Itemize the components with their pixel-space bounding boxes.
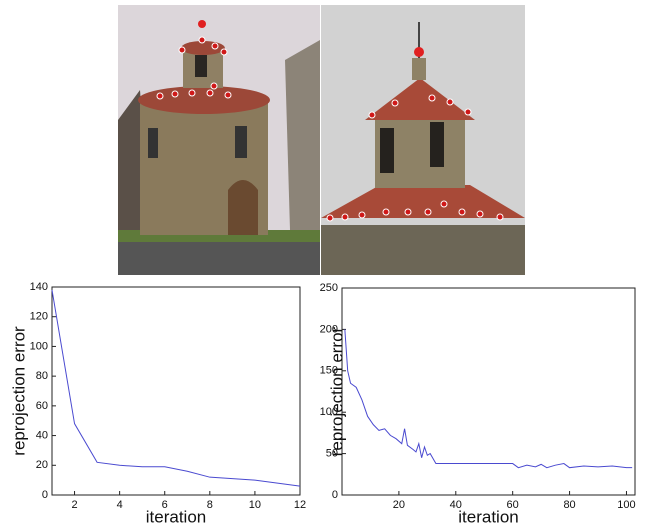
x-axis-label: iteration — [146, 507, 206, 526]
x-tick-label: 2 — [71, 499, 77, 511]
y-tick-label: 80 — [36, 370, 48, 382]
y-tick-label: 250 — [320, 282, 338, 294]
figure: 02040608010012014024681012iterationrepro… — [0, 0, 645, 527]
y-tick-label: 100 — [30, 340, 48, 352]
y-axis-label: reprojection error — [327, 326, 346, 456]
x-tick-label: 80 — [563, 499, 575, 511]
x-tick-label: 8 — [207, 499, 213, 511]
y-tick-label: 0 — [42, 489, 48, 501]
y-tick-label: 140 — [30, 281, 48, 293]
x-tick-label: 10 — [249, 499, 261, 511]
series-line — [345, 329, 632, 467]
y-tick-label: 40 — [36, 429, 48, 441]
y-tick-label: 60 — [36, 400, 48, 412]
y-tick-label: 0 — [332, 489, 338, 501]
x-axis-label: iteration — [458, 507, 518, 526]
y-tick-label: 20 — [36, 459, 48, 471]
y-tick-label: 120 — [30, 311, 48, 323]
x-tick-label: 100 — [617, 499, 635, 511]
axes-box — [52, 287, 300, 495]
y-axis-label: reprojection error — [9, 326, 28, 456]
series-line — [52, 290, 300, 486]
x-tick-label: 12 — [294, 499, 306, 511]
photo-right — [321, 5, 525, 275]
x-tick-label: 4 — [117, 499, 123, 511]
photo-left — [118, 5, 320, 275]
x-tick-label: 20 — [393, 499, 405, 511]
